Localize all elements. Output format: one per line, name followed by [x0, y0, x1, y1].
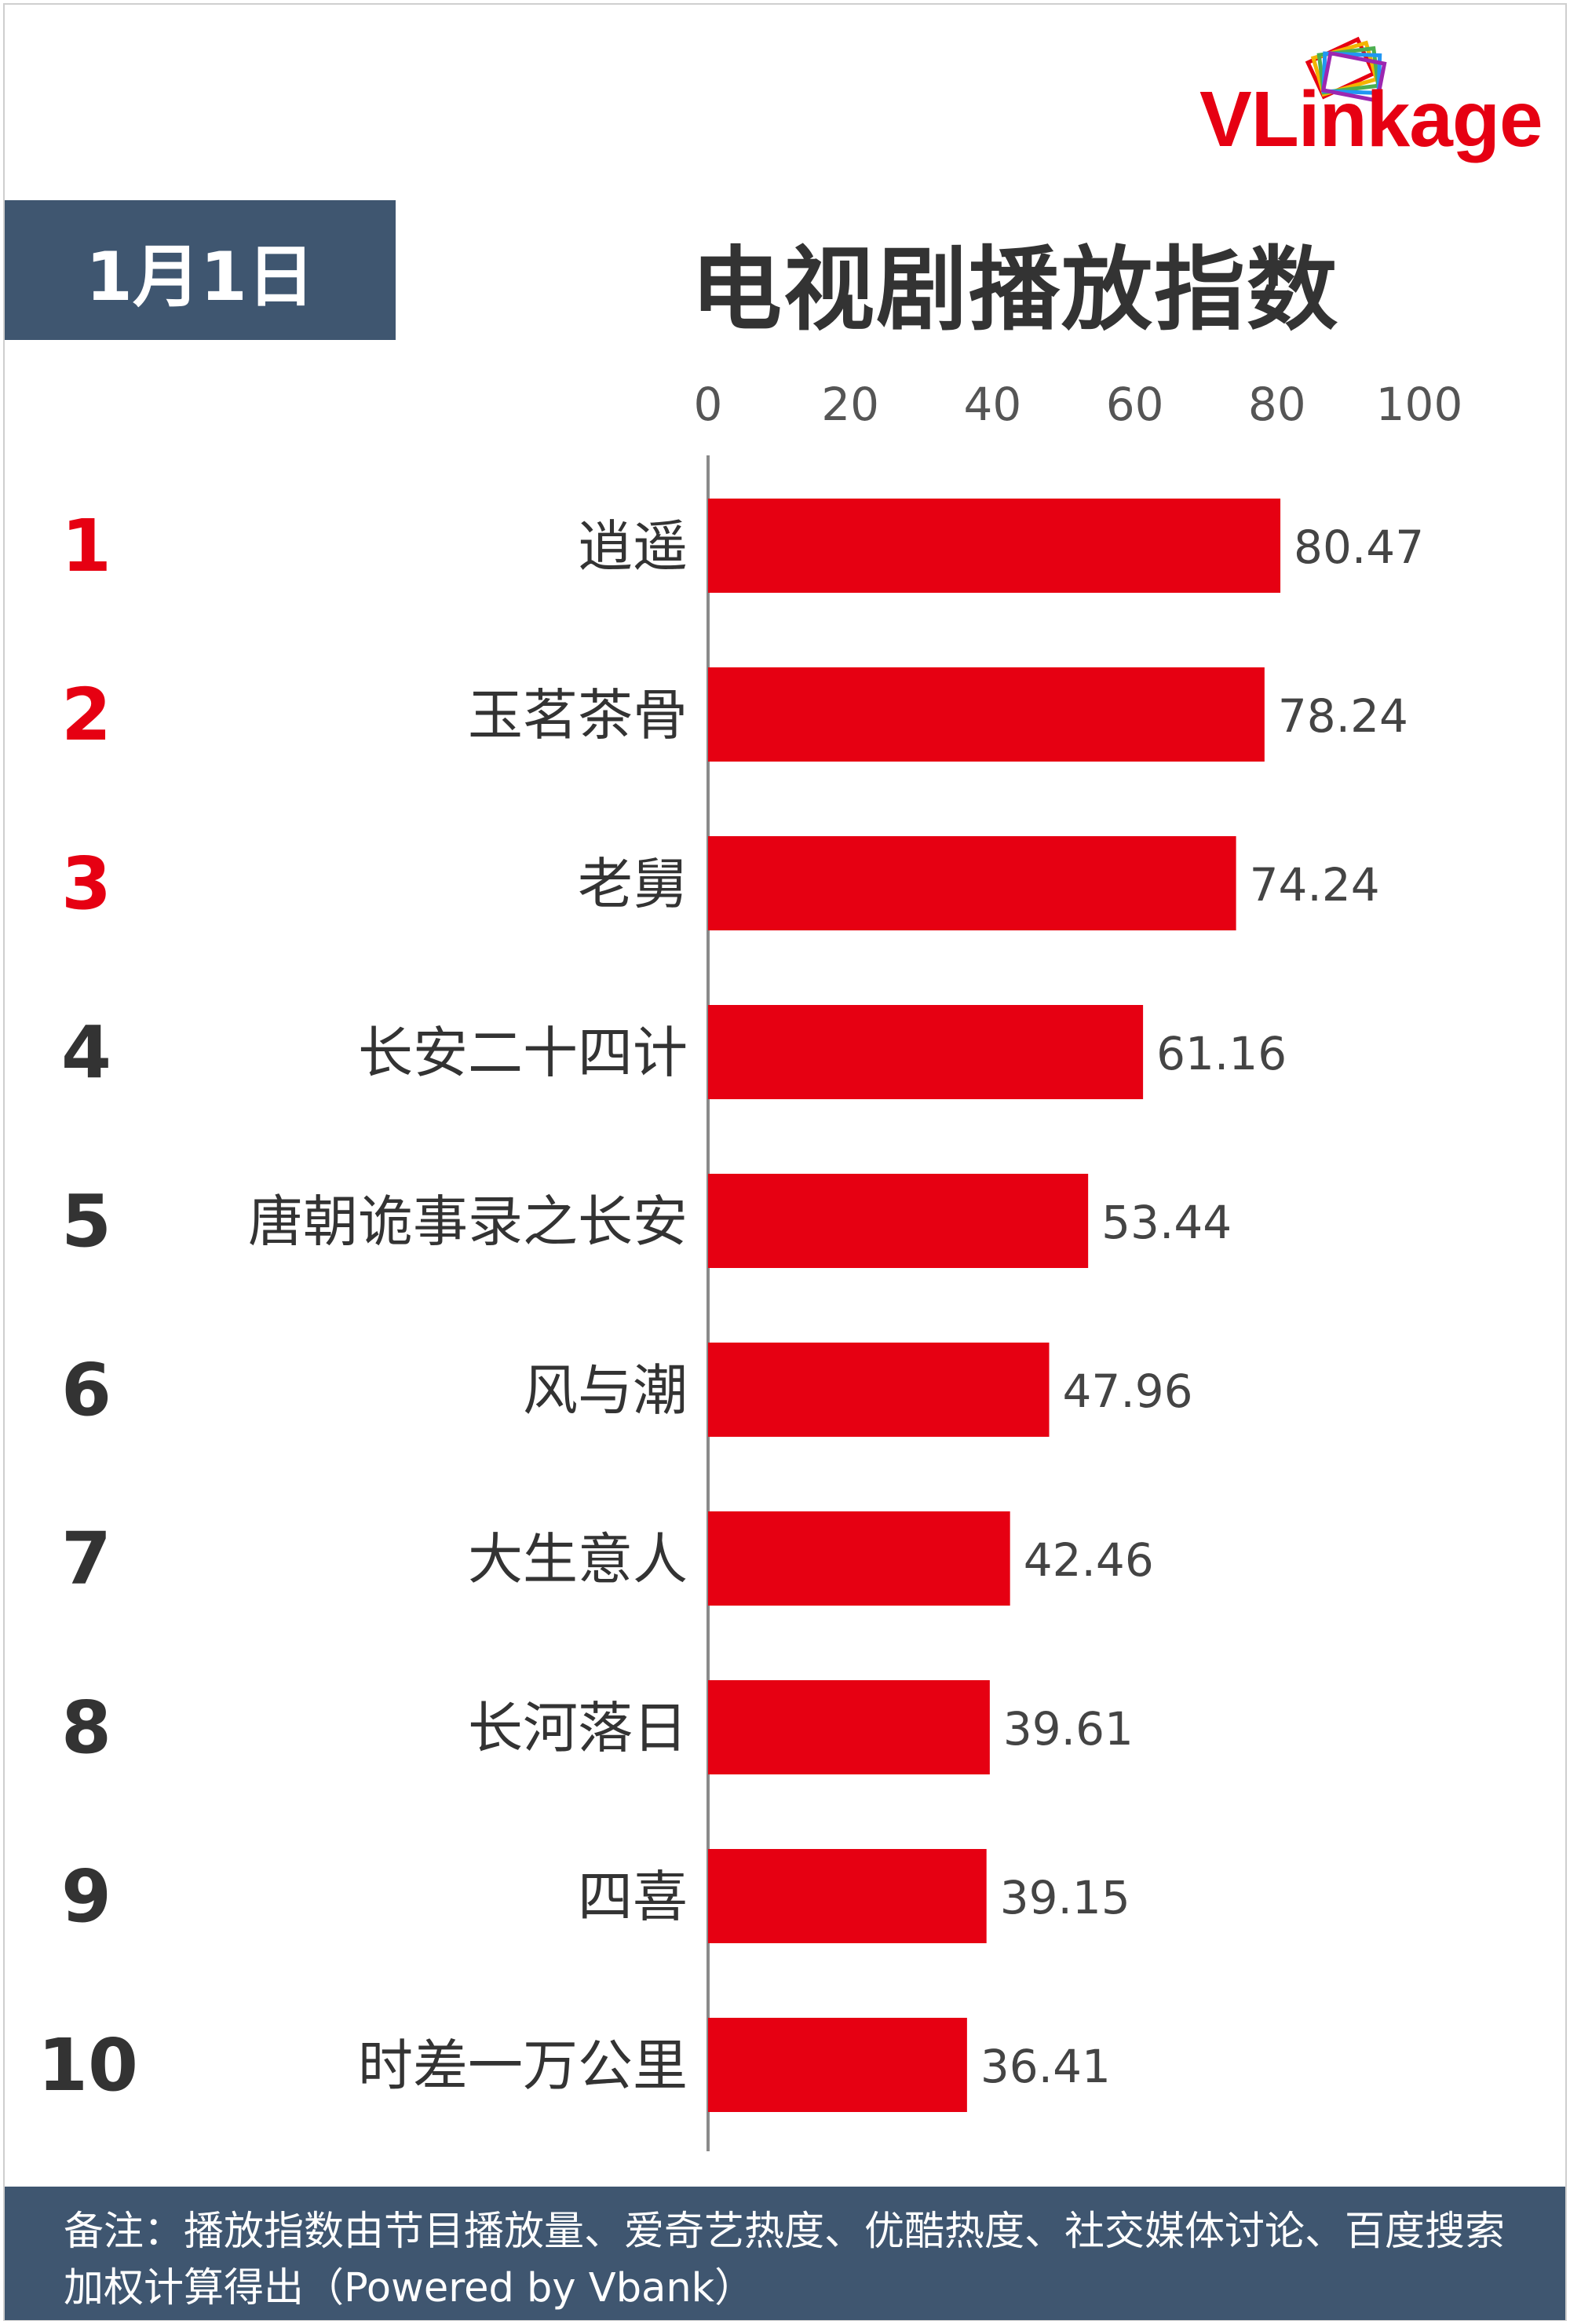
category-label: 时差一万公里 [358, 2034, 688, 2098]
x-tick-label: 100 [1376, 378, 1463, 431]
category-label: 长安二十四计 [358, 1021, 688, 1085]
logo-card-shape [1320, 50, 1387, 104]
bar [708, 1005, 1144, 1099]
x-tick-label: 40 [963, 378, 1021, 431]
value-label: 53.44 [1101, 1196, 1232, 1249]
logo-text: VLinkage [1199, 75, 1543, 163]
value-label: 47.96 [1063, 1365, 1193, 1418]
bar [708, 499, 1281, 593]
date-badge: 1月1日 [5, 200, 396, 340]
bar [708, 1511, 1010, 1606]
category-label: 长河落日 [468, 1696, 688, 1760]
footer-note: 备注：播放指数由节目播放量、爱奇艺热度、优酷热度、社交媒体讨论、百度搜索加权计算… [5, 2187, 1565, 2320]
value-label: 39.61 [1003, 1702, 1134, 1756]
rank-number: 2 [61, 673, 111, 757]
category-label: 逍遥 [578, 514, 688, 579]
value-label: 36.41 [980, 2040, 1111, 2093]
value-label: 61.16 [1156, 1027, 1287, 1080]
rank-number: 7 [61, 1517, 111, 1601]
bar [708, 1849, 987, 1943]
value-label: 39.15 [1000, 1871, 1130, 1924]
value-label: 74.24 [1250, 858, 1380, 912]
bar [708, 1680, 990, 1774]
logo-cards-icon [1305, 36, 1387, 104]
value-label: 42.46 [1024, 1533, 1154, 1587]
category-label: 唐朝诡事录之长安 [248, 1189, 688, 1254]
rank-number: 4 [61, 1010, 111, 1094]
category-label: 大生意人 [468, 1527, 688, 1591]
vlinkage-logo: VLinkage [1193, 31, 1554, 173]
category-label: 风与潮 [523, 1358, 688, 1423]
logo-card-shape [1316, 46, 1381, 95]
category-label: 四喜 [578, 1865, 688, 1929]
x-tick-label: 20 [821, 378, 879, 431]
category-label: 玉茗茶骨 [468, 683, 688, 747]
rank-number: 8 [61, 1686, 111, 1770]
x-tick-label: 60 [1106, 378, 1164, 431]
rank-number: 6 [61, 1348, 111, 1432]
rank-number: 10 [38, 2023, 138, 2107]
rank-number: 3 [61, 842, 111, 926]
value-label: 78.24 [1278, 689, 1408, 743]
logo-card-shape [1321, 51, 1382, 96]
rank-number: 9 [61, 1854, 111, 1938]
bar-chart: 0 20 40 60 80 100 1 逍遥 80.47 2 玉茗茶骨 78.24 3 老舅 74.24 4 长… [38, 378, 1463, 2151]
x-tick-label: 0 [694, 378, 723, 431]
category-label: 老舅 [578, 852, 688, 916]
bar [708, 1343, 1050, 1437]
bar [708, 836, 1236, 930]
bar [708, 667, 1265, 762]
x-tick-label: 80 [1248, 378, 1306, 431]
chart-title: 电视剧播放指数 [691, 237, 1339, 343]
page-frame [3, 3, 1567, 2321]
rank-number: 5 [61, 1179, 111, 1263]
bar [708, 1174, 1089, 1268]
rank-number: 1 [61, 504, 111, 588]
bar [708, 2018, 967, 2112]
value-label: 80.47 [1294, 521, 1424, 574]
